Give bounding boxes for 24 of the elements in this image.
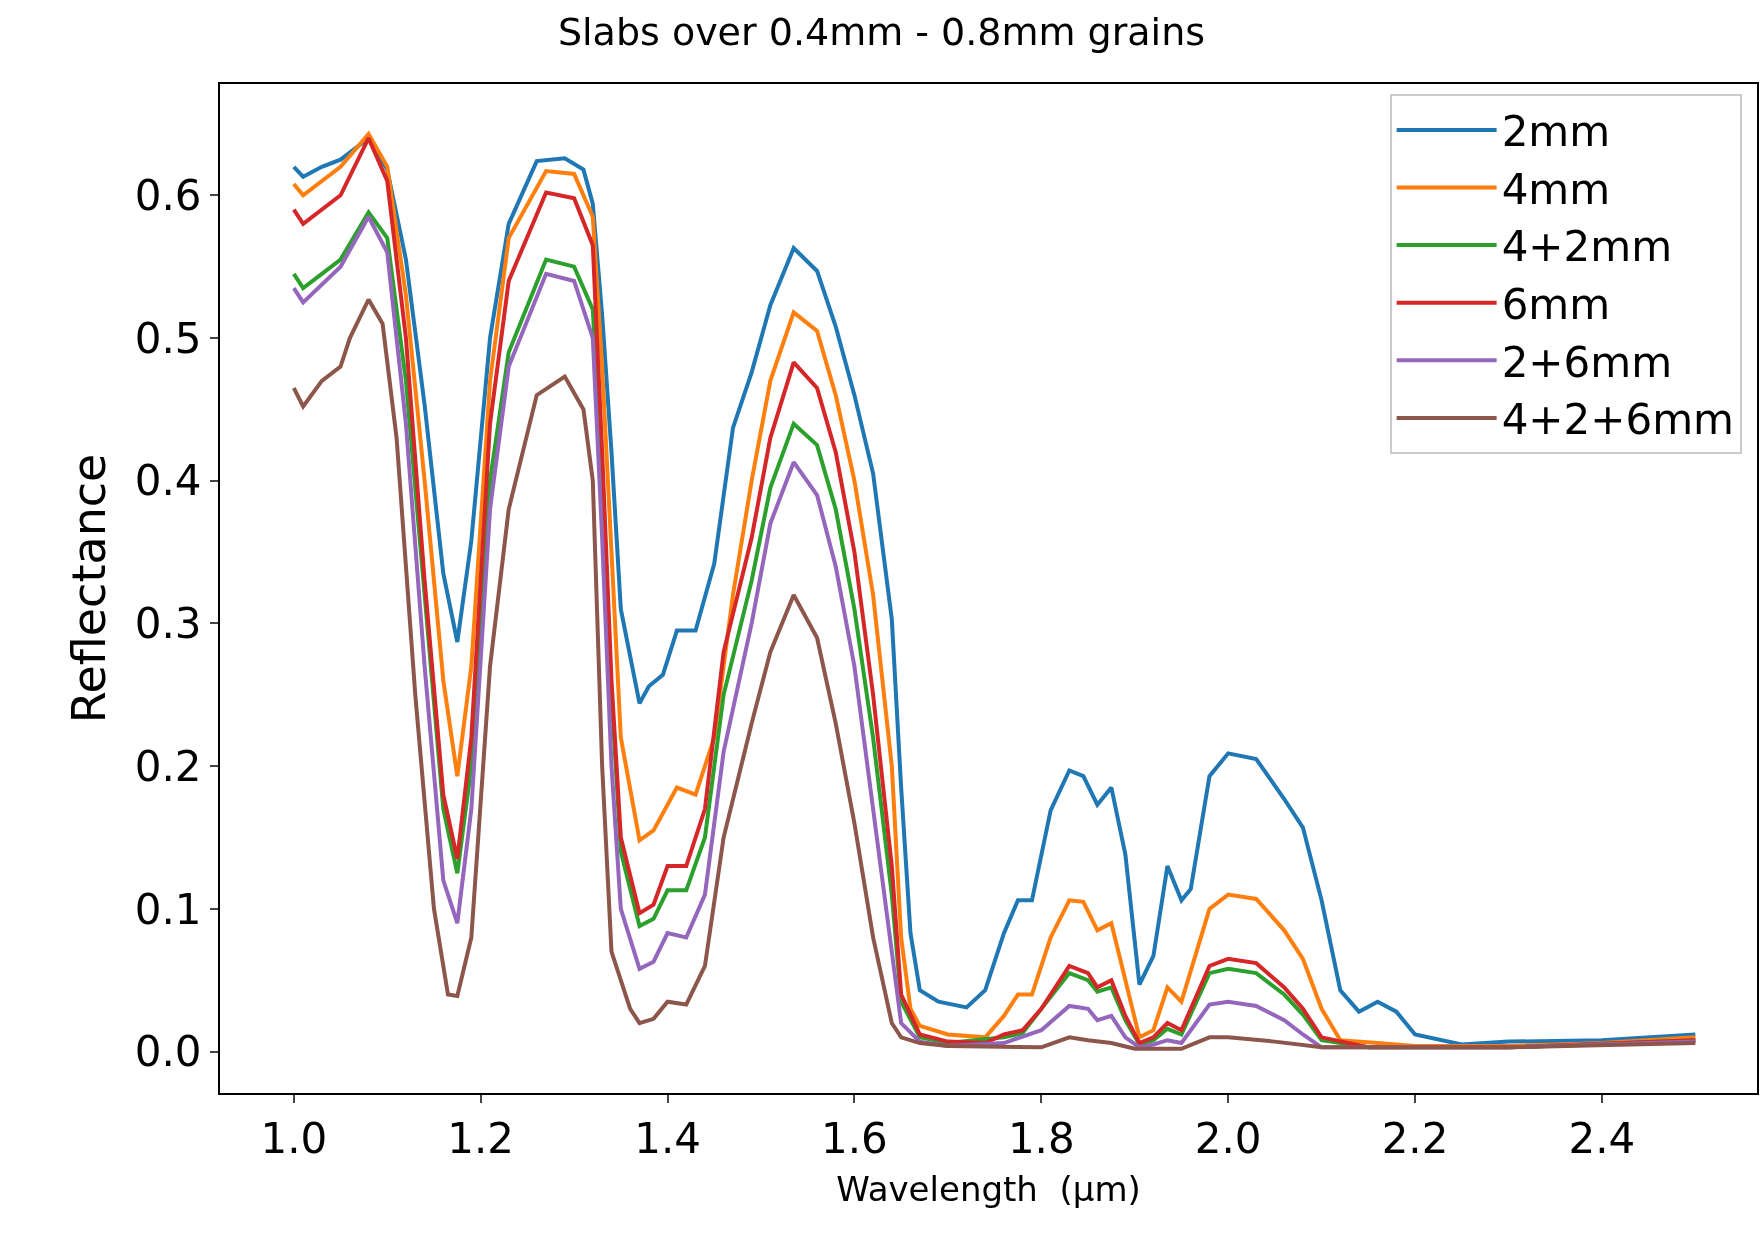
legend-label: 4mm <box>1501 164 1611 214</box>
x-axis-title: Wavelength (µm) <box>836 1169 1141 1210</box>
y-tick-label: 0.6 <box>134 171 202 221</box>
x-tick-label: 1.0 <box>260 1114 328 1164</box>
x-tick-label: 2.4 <box>1568 1114 1636 1164</box>
x-tick-label: 1.4 <box>634 1114 701 1164</box>
y-tick-label: 0.1 <box>134 884 202 934</box>
y-tick-label: 0.2 <box>134 741 202 791</box>
x-tick-label: 1.2 <box>447 1114 515 1164</box>
chart-title: Slabs over 0.4mm - 0.8mm grains <box>557 10 1206 55</box>
x-tick-label: 1.8 <box>1007 1114 1075 1164</box>
y-tick-label: 0.4 <box>134 456 202 506</box>
legend-label: 6mm <box>1501 280 1611 330</box>
y-tick-label: 0.3 <box>134 599 202 649</box>
x-tick-label: 1.6 <box>821 1114 888 1164</box>
x-tick-label: 2.2 <box>1381 1114 1449 1164</box>
y-tick-label: 0.0 <box>134 1027 202 1077</box>
legend-label: 4+2+6mm <box>1501 395 1735 445</box>
x-tick-label: 2.0 <box>1194 1114 1262 1164</box>
legend-label: 2+6mm <box>1501 337 1673 387</box>
y-tick-label: 0.5 <box>134 313 202 363</box>
y-axis-title: Reflectance <box>61 453 116 724</box>
legend-label: 2mm <box>1501 107 1611 157</box>
legend-label: 4+2mm <box>1501 222 1673 272</box>
